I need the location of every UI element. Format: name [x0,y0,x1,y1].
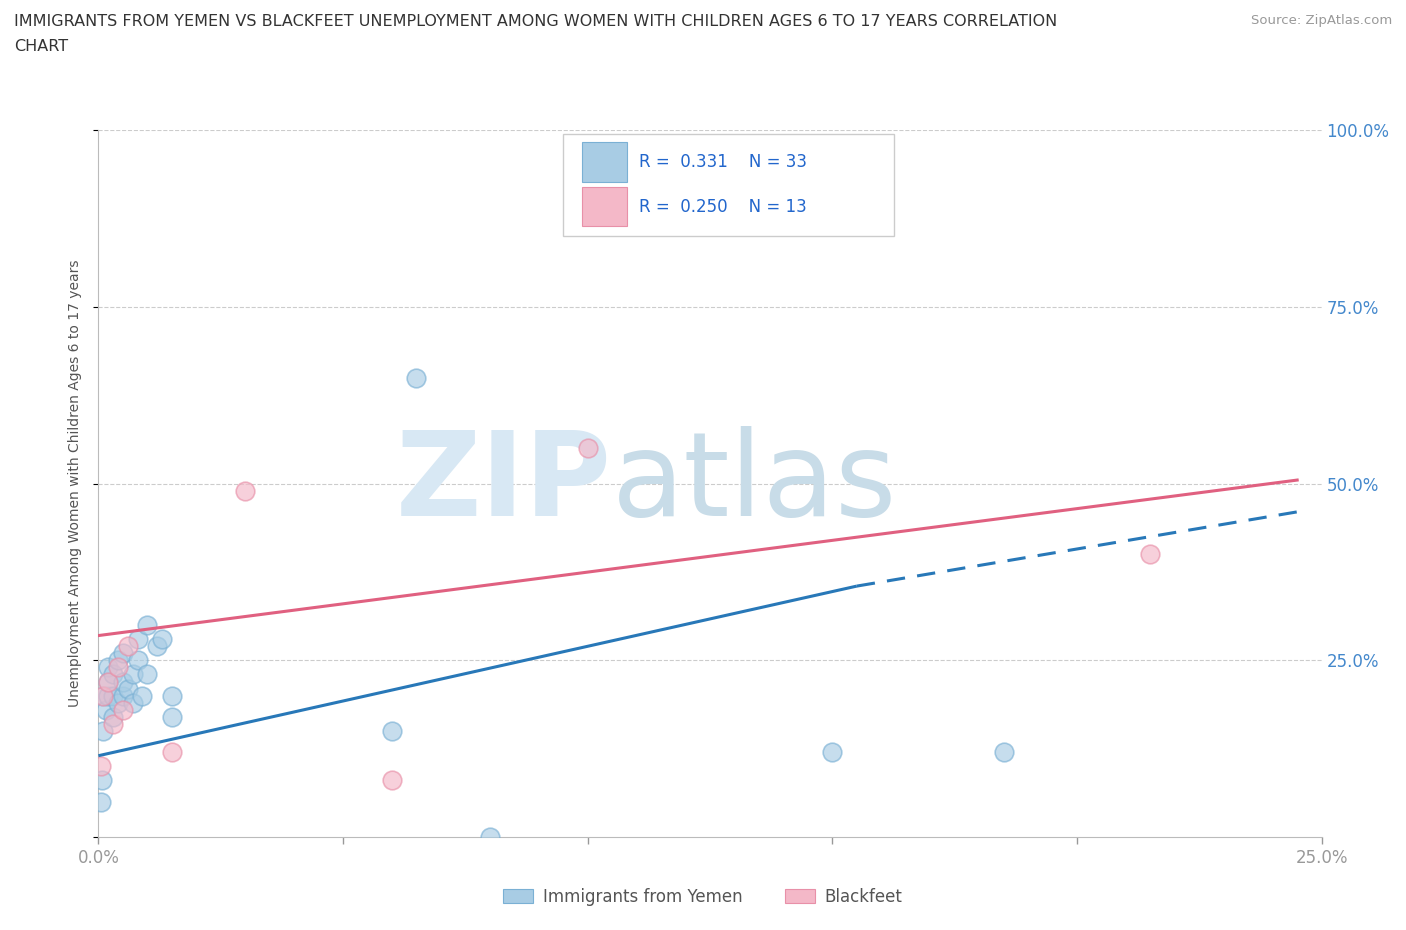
FancyBboxPatch shape [564,134,894,236]
Point [160,688,183,703]
Point [405,370,427,385]
Point [150,631,173,646]
Point [160,745,183,760]
Text: atlas: atlas [612,426,897,541]
Point [111,674,134,689]
Point [723,144,745,159]
Point [127,631,149,646]
Point [111,688,134,703]
Point [121,696,143,711]
Point [91,724,114,738]
FancyBboxPatch shape [582,187,627,227]
Point [90,759,112,774]
Point [101,710,124,724]
Text: Source: ZipAtlas.com: Source: ZipAtlas.com [1251,14,1392,27]
Text: IMMIGRANTS FROM YEMEN VS BLACKFEET UNEMPLOYMENT AMONG WOMEN WITH CHILDREN AGES 6: IMMIGRANTS FROM YEMEN VS BLACKFEET UNEMP… [14,14,1057,29]
Point [111,645,134,660]
Point [381,773,404,788]
Point [117,681,139,696]
Point [97,674,120,689]
Point [576,441,599,456]
Point [107,653,129,668]
Point [136,667,159,682]
Point [117,639,139,654]
Point [90,794,112,809]
Point [160,710,183,724]
Point [97,674,120,689]
Point [821,745,844,760]
Point [478,830,501,844]
Point [111,702,134,717]
Text: R =  0.331    N = 33: R = 0.331 N = 33 [640,153,807,171]
Text: CHART: CHART [14,39,67,54]
Point [146,639,169,654]
Point [101,716,124,731]
Point [381,724,404,738]
Point [993,745,1015,760]
Legend: Immigrants from Yemen, Blackfeet: Immigrants from Yemen, Blackfeet [496,881,910,912]
Point [101,667,124,682]
Point [127,653,149,668]
Point [107,660,129,675]
Point [233,484,256,498]
Point [101,688,124,703]
Point [91,688,114,703]
Point [91,688,114,703]
FancyBboxPatch shape [582,142,627,181]
Text: ZIP: ZIP [396,426,612,541]
Y-axis label: Unemployment Among Women with Children Ages 6 to 17 years: Unemployment Among Women with Children A… [69,259,83,708]
Point [97,688,120,703]
Point [121,667,143,682]
Point [107,696,129,711]
Text: R =  0.250    N = 13: R = 0.250 N = 13 [640,198,807,216]
Point [97,660,120,675]
Point [1139,547,1161,562]
Point [94,702,117,717]
Point [136,618,159,632]
Point [131,688,153,703]
Point [91,773,114,788]
